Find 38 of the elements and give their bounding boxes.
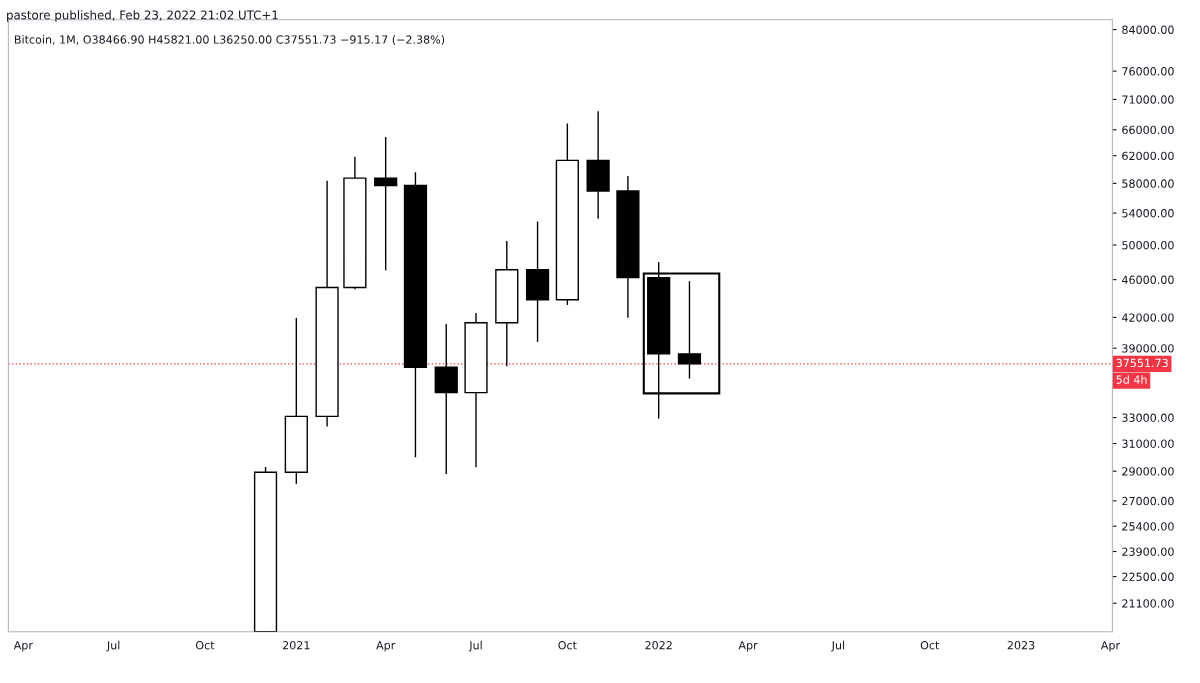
- x-tick-label: Apr: [738, 641, 758, 652]
- candlestick: [677, 280, 702, 380]
- x-tick-label: Apr: [13, 641, 33, 652]
- y-tick-label: 84000.00: [1122, 25, 1174, 34]
- text: Bitcoin, 1M, O38466.90 H45821.00 L36250.00 C37551.73 −915.17 (−2.38%): [15, 35, 445, 46]
- candlestick: [374, 136, 398, 272]
- ref-line-label: 37551.73: [1116, 358, 1168, 368]
- y-tick-label: 76000.00: [1122, 67, 1174, 76]
- y-tick-label: 66000.00: [1122, 125, 1174, 135]
- y-tick-label: 33000.00: [1122, 413, 1174, 422]
- y-tick-label: 46000.00: [1121, 275, 1174, 285]
- y-tick-label: 58000.00: [1122, 179, 1174, 188]
- x-tick-label: 2023: [1007, 641, 1035, 650]
- annotation: pastore published, Feb 23, 2022 21:02 UTC+1: [7, 10, 278, 22]
- x-tick-label: Apr: [376, 641, 396, 652]
- x-tick-label: Jul: [106, 640, 120, 652]
- text: 5d 4h: [1116, 375, 1147, 384]
- x-tick-label: Oct: [195, 641, 215, 650]
- x-tick-label: Jul: [831, 640, 845, 652]
- x-tick-label: Apr: [1100, 641, 1121, 652]
- x-tick-label: Jul: [468, 640, 482, 652]
- y-tick-label: 29000.00: [1122, 467, 1174, 476]
- y-tick-label: 22500.00: [1122, 572, 1174, 581]
- x-tick-label: 2021: [282, 641, 310, 650]
- x-tick-label: 2022: [645, 641, 672, 650]
- y-tick-label: 71000.00: [1122, 95, 1174, 104]
- y-tick-label: 27000.00: [1122, 496, 1174, 506]
- x-tick-label: Oct: [920, 641, 940, 650]
- y-tick-label: 62000.00: [1122, 151, 1174, 161]
- x-tick-label: Oct: [558, 641, 577, 650]
- y-tick-label: 25400.00: [1122, 522, 1174, 531]
- y-tick-label: 42000.00: [1121, 313, 1174, 322]
- y-tick-label: 54000.00: [1122, 209, 1174, 218]
- y-tick-label: 21100.00: [1122, 599, 1174, 608]
- y-tick-label: 39000.00: [1122, 344, 1174, 353]
- y-tick-label: 23900.00: [1122, 547, 1174, 556]
- y-tick-label: 50000.00: [1122, 240, 1174, 250]
- y-tick-label: 31000.00: [1122, 439, 1174, 448]
